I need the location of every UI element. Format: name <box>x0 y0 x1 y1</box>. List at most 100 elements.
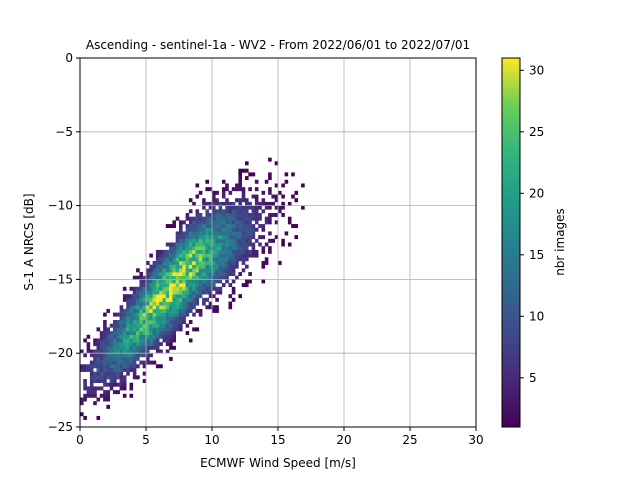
histogram-cell-1017 <box>221 275 226 280</box>
colorbar-ticks: 5 10 15 20 25 30 <box>520 63 544 385</box>
histogram-cell-735 <box>185 224 190 229</box>
histogram-cell-632 <box>175 301 180 306</box>
histogram-cell-668 <box>179 272 183 277</box>
histogram-cell-1036 <box>221 201 226 206</box>
histogram-cell-561 <box>165 249 170 254</box>
histogram-cell-1085 <box>228 216 233 221</box>
histogram-cell-1256 <box>258 216 262 221</box>
histogram-cell-860 <box>202 268 206 273</box>
histogram-cell-1303 <box>274 194 279 199</box>
histogram-cell-453 <box>152 260 157 265</box>
histogram-cell-267 <box>129 319 134 324</box>
histogram-cell-431 <box>152 342 157 347</box>
histogram-cell-1113 <box>231 205 236 210</box>
histogram-cell-47 <box>93 353 97 358</box>
histogram-cell-1120 <box>235 253 239 258</box>
histogram-cell-660 <box>179 301 183 306</box>
histogram-cell-953 <box>212 227 216 232</box>
histogram-cell-526 <box>162 279 167 284</box>
histogram-cell-830 <box>198 286 203 291</box>
y-tick-label-3: −15 <box>48 272 73 286</box>
histogram-cell-1049 <box>225 249 229 254</box>
histogram-cell-970 <box>215 275 219 280</box>
histogram-cell-97 <box>103 342 107 347</box>
histogram-cell-294 <box>132 308 137 313</box>
histogram-cell-806 <box>195 272 200 277</box>
histogram-cell-147 <box>113 367 117 372</box>
histogram-cell-864 <box>202 253 206 258</box>
histogram-cell-919 <box>208 253 213 258</box>
histogram-cell-1074 <box>228 257 233 262</box>
histogram-cell-118 <box>106 345 110 350</box>
histogram-cell-675 <box>179 246 183 251</box>
histogram-cell-520 <box>162 301 167 306</box>
histogram-cell-1082 <box>228 227 233 232</box>
histogram-cell-1045 <box>225 264 229 269</box>
histogram-cell-946 <box>212 253 216 258</box>
histogram-cell-367 <box>142 305 147 310</box>
histogram-cell-655 <box>179 319 183 324</box>
histogram-cell-175 <box>116 334 120 339</box>
histogram-cell-810 <box>195 257 200 262</box>
histogram-cell-329 <box>139 345 143 350</box>
histogram-cell-1025 <box>221 246 226 251</box>
histogram-cell-754 <box>188 257 193 262</box>
histogram-cell-348 <box>139 275 143 280</box>
histogram-cell-1322 <box>287 216 292 221</box>
histogram-cell-527 <box>162 275 167 280</box>
histogram-cell-460 <box>155 331 160 336</box>
histogram-cell-518 <box>162 308 167 313</box>
histogram-cell-566 <box>169 342 173 347</box>
histogram-cell-977 <box>215 249 219 254</box>
histogram-cell-1000 <box>218 257 223 262</box>
histogram-cell-1195 <box>245 231 249 236</box>
histogram-cell-748 <box>188 279 193 284</box>
histogram-cell-858 <box>202 275 206 280</box>
histogram-cell-979 <box>215 242 219 247</box>
histogram-cell-109 <box>106 382 110 387</box>
histogram-cell-1093 <box>231 286 236 291</box>
histogram-cell-297 <box>132 297 137 302</box>
histogram-cell-1163 <box>241 268 246 273</box>
histogram-cell-981 <box>215 235 219 240</box>
histogram-cell-733 <box>185 231 190 236</box>
histogram-cell-817 <box>195 231 200 236</box>
histogram-cell-370 <box>142 294 147 299</box>
histogram-cell-89 <box>103 371 107 376</box>
histogram-cell-447 <box>152 283 157 288</box>
histogram-cell-1105 <box>231 235 236 240</box>
histogram-cell-797 <box>195 308 200 313</box>
histogram-cell-1302 <box>274 198 279 203</box>
histogram-cell-295 <box>132 305 137 310</box>
histogram-cell-1091 <box>231 297 236 302</box>
histogram-cell-768 <box>192 327 196 332</box>
histogram-cell-129 <box>109 371 114 376</box>
histogram-cell-443 <box>152 297 157 302</box>
histogram-cell-922 <box>208 242 213 247</box>
histogram-cell-1279 <box>264 179 269 184</box>
histogram-cell-1203 <box>245 201 249 206</box>
histogram-cell-117 <box>106 349 110 354</box>
histogram-cell-866 <box>202 246 206 251</box>
histogram-cell-915 <box>208 268 213 273</box>
histogram-cell-67 <box>99 393 104 398</box>
histogram-cell-166 <box>116 367 120 372</box>
histogram-cell-1032 <box>221 220 226 225</box>
histogram-cell-162 <box>116 390 120 395</box>
histogram-cell-144 <box>113 379 117 384</box>
histogram-cell-950 <box>212 238 216 243</box>
histogram-cell-551 <box>165 286 170 291</box>
histogram-cell-511 <box>162 334 167 339</box>
histogram-cell-1179 <box>241 205 246 210</box>
histogram-cell-616 <box>172 264 176 269</box>
histogram-cell-1237 <box>251 194 256 199</box>
histogram-cell-557 <box>165 264 170 269</box>
histogram-cell-695 <box>182 275 186 280</box>
histogram-cell-362 <box>142 323 147 328</box>
histogram-cell-986 <box>215 216 219 221</box>
histogram-cell-1286 <box>268 212 272 217</box>
histogram-cell-964 <box>215 308 219 313</box>
histogram-cell-425 <box>149 272 153 277</box>
histogram-cell-820 <box>195 220 200 225</box>
histogram-cell-1257 <box>258 212 262 217</box>
